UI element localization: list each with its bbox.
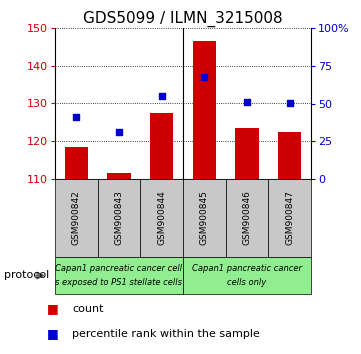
Text: cells only: cells only xyxy=(227,278,267,287)
Text: GSM900844: GSM900844 xyxy=(157,190,166,245)
Bar xyxy=(193,41,216,179)
Text: Capan1 pancreatic cancer cell: Capan1 pancreatic cancer cell xyxy=(56,264,183,273)
Point xyxy=(201,74,207,80)
Point xyxy=(287,101,292,106)
Title: GDS5099 / ILMN_3215008: GDS5099 / ILMN_3215008 xyxy=(83,11,283,27)
Text: GSM900846: GSM900846 xyxy=(243,190,252,245)
Text: Capan1 pancreatic cancer: Capan1 pancreatic cancer xyxy=(192,264,302,273)
Point xyxy=(116,129,122,135)
Bar xyxy=(107,173,131,179)
Bar xyxy=(150,113,173,179)
Bar xyxy=(235,128,259,179)
Text: GSM900845: GSM900845 xyxy=(200,190,209,245)
Text: protocol: protocol xyxy=(4,270,49,280)
Point xyxy=(244,99,250,104)
Text: ■: ■ xyxy=(47,303,59,315)
Bar xyxy=(278,132,301,179)
Text: GSM900842: GSM900842 xyxy=(72,190,81,245)
Text: s exposed to PS1 stellate cells: s exposed to PS1 stellate cells xyxy=(56,278,183,287)
Text: count: count xyxy=(72,304,104,314)
Text: GSM900843: GSM900843 xyxy=(114,190,123,245)
Bar xyxy=(65,147,88,179)
Text: GSM900847: GSM900847 xyxy=(285,190,294,245)
Text: ■: ■ xyxy=(47,327,59,341)
Text: percentile rank within the sample: percentile rank within the sample xyxy=(72,329,260,339)
Point xyxy=(159,93,165,99)
Point xyxy=(73,114,79,120)
